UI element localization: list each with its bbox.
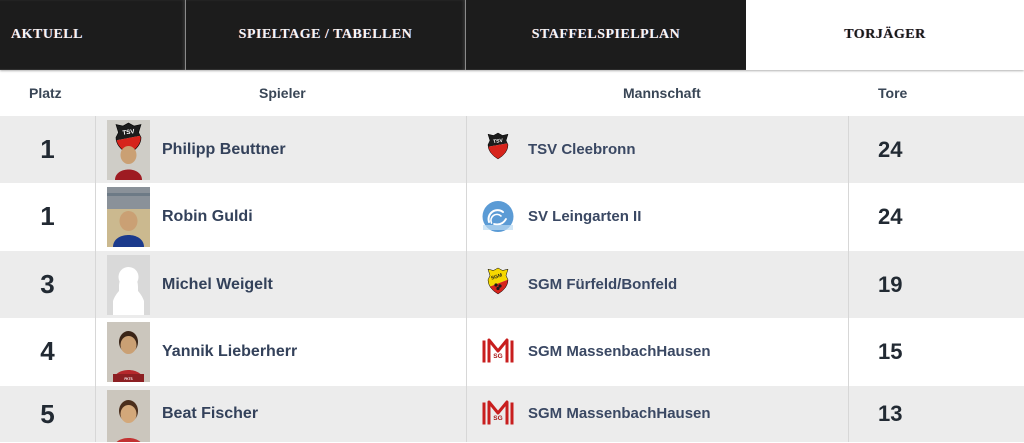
svg-text:FKTS: FKTS xyxy=(124,377,132,381)
svg-text:SG: SG xyxy=(493,353,502,360)
svg-text:SG: SG xyxy=(493,415,502,422)
